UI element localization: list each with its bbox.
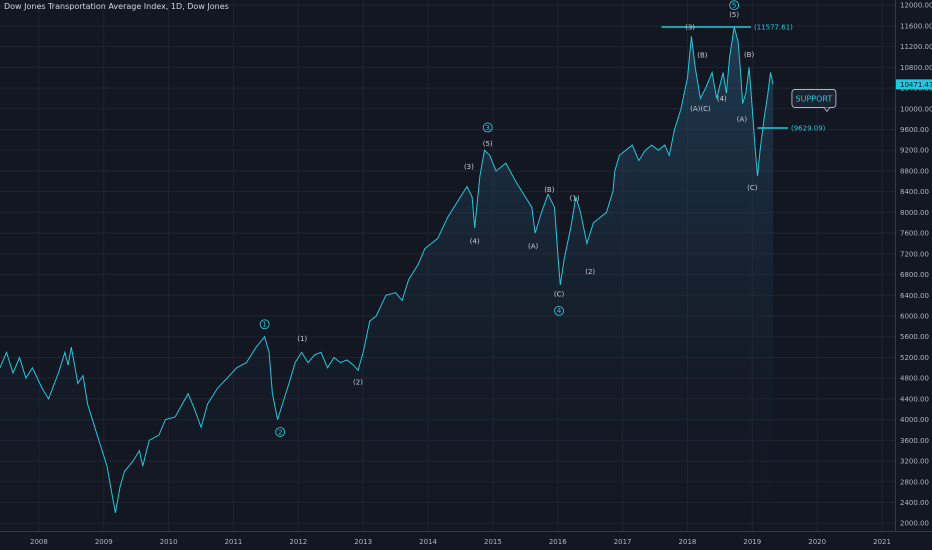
wave-label: (3) [685, 23, 695, 31]
y-tick-label: 8800.00 [900, 167, 929, 175]
y-tick-label: 6000.00 [900, 313, 929, 321]
wave-label: (1) [297, 335, 307, 343]
wave-circle-mark [554, 305, 565, 316]
wave-circle-label: 2 [278, 428, 282, 436]
wave-label: (C) [700, 105, 711, 113]
wave-annotations: SUPPORT12(1)(2)3(5)(3)(4)(B)(A)(C)4(1)(2… [259, 0, 837, 438]
y-tick-label: 3600.00 [900, 437, 929, 445]
wave-label: (1) [570, 194, 580, 202]
wave-label: (A) [737, 116, 748, 124]
wave-circle-label: 4 [557, 307, 562, 315]
wave-circle-mark [259, 319, 270, 330]
y-tick-label: 6800.00 [900, 271, 929, 279]
current-price-tag [896, 79, 932, 90]
x-tick-label: 2020 [808, 538, 826, 546]
x-tick-label: 2010 [160, 538, 178, 546]
price-axis[interactable]: 2000.00 2400.00 2800.00 3200.00 3600.00 4000.… [895, 0, 932, 550]
chart-title: Dow Jones Transportation Average Index, … [4, 2, 229, 11]
y-tick-label: 3200.00 [900, 458, 929, 466]
wave-label: (B) [744, 51, 755, 59]
level-label: (11577.61) [754, 24, 793, 32]
y-tick-label: 2000.00 [900, 520, 929, 528]
wave-label: (C) [554, 291, 565, 299]
y-tick-label: 11600.00 [900, 22, 932, 30]
y-tick-label: 2800.00 [900, 478, 929, 486]
wave-label: (A) [690, 105, 701, 113]
wave-label: (A) [528, 242, 539, 250]
x-tick-label: 2012 [289, 538, 307, 546]
y-tick-label: 6400.00 [900, 292, 929, 300]
y-tick-label: 9600.00 [900, 126, 929, 134]
x-tick-label: 2014 [419, 538, 437, 546]
support-callout-pointer [823, 107, 831, 113]
wave-label: (4) [717, 95, 727, 103]
wave-circle-label: 1 [262, 321, 266, 329]
wave-circle-mark [482, 122, 493, 133]
current-price-label: 10471.47 [900, 81, 932, 89]
wave-circle-label: 3 [485, 124, 489, 132]
y-tick-label: 2400.00 [900, 499, 929, 507]
x-tick-label: 2019 [743, 538, 761, 546]
price-line [0, 26, 774, 513]
x-tick-label: 2013 [354, 538, 372, 546]
x-tick-label: 2011 [225, 538, 243, 546]
y-tick-label: 4400.00 [900, 395, 929, 403]
x-tick-label: 2008 [30, 538, 48, 546]
y-tick-label: 7600.00 [900, 230, 929, 238]
y-tick-label: 5200.00 [900, 354, 929, 362]
y-tick-label: 12000.00 [900, 2, 932, 10]
wave-label: (3) [464, 163, 474, 171]
wave-label: (4) [470, 237, 480, 245]
time-axis[interactable]: 2008 2009 2010 2011 2012 2013 2014 2015 2016 2017… [0, 531, 932, 547]
x-tick-label: 2021 [873, 538, 891, 546]
price-levels: (11577.61) (9629.09) [661, 24, 826, 133]
y-tick-label: 4000.00 [900, 416, 929, 424]
y-tick-label: 7200.00 [900, 250, 929, 258]
x-tick-label: 2016 [549, 538, 567, 546]
x-tick-label: 2017 [614, 538, 632, 546]
price-area [0, 27, 774, 531]
wave-label: (2) [585, 268, 595, 276]
support-callout-box [791, 89, 837, 108]
wave-label: (5) [729, 11, 739, 19]
y-tick-label: 8000.00 [900, 209, 929, 217]
wave-label: (5) [483, 140, 493, 148]
wave-label: (B) [697, 51, 708, 59]
y-tick-label: 5600.00 [900, 333, 929, 341]
support-callout-label: SUPPORT [796, 94, 833, 103]
wave-label: (C) [747, 184, 758, 192]
wave-circle-label: 5 [732, 2, 736, 10]
y-tick-label: 10800.00 [900, 64, 932, 72]
level-label: (9629.09) [791, 125, 826, 133]
y-tick-label: 8400.00 [900, 188, 929, 196]
y-tick-label: 9200.00 [900, 147, 929, 155]
x-tick-label: 2018 [679, 538, 697, 546]
wave-label: (B) [544, 186, 555, 194]
y-tick-label: 11200.00 [900, 43, 932, 51]
wave-circle-mark [275, 427, 286, 438]
wave-label: (2) [353, 379, 363, 387]
y-tick-label: 4800.00 [900, 375, 929, 383]
price-axis-pane [895, 0, 932, 550]
x-tick-label: 2009 [95, 538, 113, 546]
x-tick-label: 2015 [484, 538, 502, 546]
y-tick-label: 10000.00 [900, 105, 932, 113]
wave-circle-mark [729, 0, 740, 11]
